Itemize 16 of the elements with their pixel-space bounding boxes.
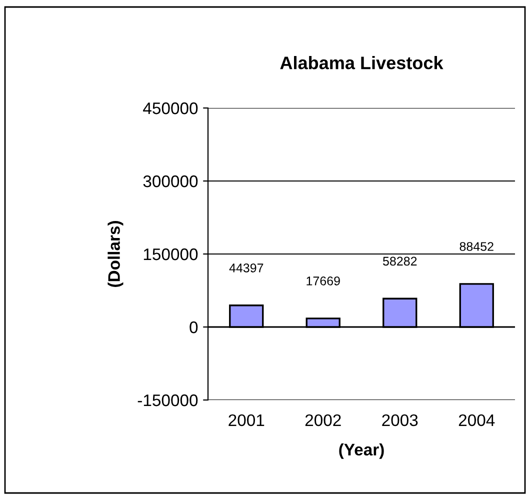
x-tick-label: 2001 [228,414,264,426]
y-tick-label: -150000 [138,394,198,406]
y-tick-label: 300000 [143,175,198,188]
y-tick-label: 150000 [144,248,198,260]
x-axis-title: (Year) [339,443,384,459]
y-axis-title: (Dollars) [108,221,124,287]
y-tick-label: 450000 [143,102,198,114]
x-tick-label: 2004 [458,414,495,426]
x-tick-label: 2002 [305,414,341,426]
y-tick-label: 0 [190,321,198,334]
data-label: 58282 [382,256,417,266]
data-label: 44397 [229,264,264,272]
chart-title: Alabama Livestock [280,56,444,70]
data-label: 17669 [306,276,340,286]
data-label: 88452 [460,242,494,251]
x-tick-label: 2003 [382,414,418,426]
